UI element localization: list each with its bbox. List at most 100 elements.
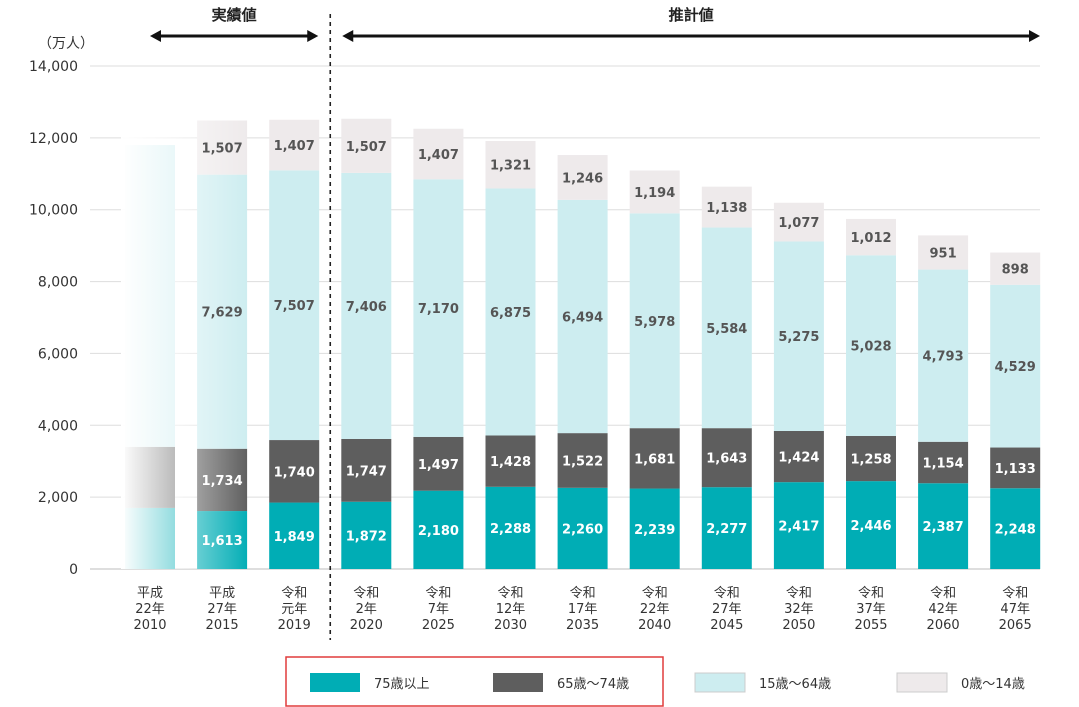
- legend-swatch: [896, 672, 948, 693]
- data-label: 1,407: [418, 148, 459, 163]
- x-tick-label: 令和: [353, 586, 379, 601]
- data-label: 1,077: [778, 216, 819, 231]
- x-tick-label: 2年: [356, 602, 377, 617]
- bar-segment: [629, 488, 680, 569]
- y-tick-label: 2,000: [38, 490, 78, 506]
- data-label: 951: [930, 246, 957, 261]
- fade-overlay: [121, 100, 250, 569]
- data-label: 7,507: [274, 299, 315, 314]
- data-label: 7,406: [346, 300, 387, 315]
- x-tick-label: 7年: [428, 602, 449, 617]
- x-tick-label: 令和: [570, 586, 596, 601]
- bar-segment: [918, 441, 969, 484]
- x-tick-label: 2030: [494, 618, 527, 633]
- bar-segment: [557, 199, 608, 434]
- x-tick-label: 2010: [133, 618, 166, 633]
- data-label: 2,277: [706, 522, 747, 537]
- data-label: 1,507: [202, 142, 243, 157]
- bar-segment: [629, 213, 680, 429]
- x-tick-label: 元年: [281, 602, 307, 617]
- data-label: 7,170: [418, 302, 459, 317]
- bar-segment: [413, 436, 464, 491]
- y-tick-label: 10,000: [29, 203, 78, 219]
- bar-segment: [701, 227, 752, 429]
- bar-segment: [341, 501, 392, 569]
- bar-segment: [557, 155, 608, 200]
- x-tick-label: 2025: [422, 618, 455, 633]
- x-tick-label: 17年: [568, 602, 598, 617]
- bar-segment: [629, 170, 680, 214]
- bar-segment: [990, 284, 1041, 448]
- bar-segment: [413, 490, 464, 569]
- bar-segment: [846, 218, 896, 256]
- y-tick-label: 14,000: [29, 59, 78, 75]
- bar-segment: [341, 438, 392, 502]
- x-tick-label: 2060: [927, 618, 960, 633]
- data-label: 2,180: [418, 524, 459, 539]
- x-tick-label: 2040: [638, 618, 671, 633]
- x-tick-label: 12年: [496, 602, 526, 617]
- data-label: 1,740: [274, 465, 315, 480]
- x-tick-label: 42年: [928, 602, 958, 617]
- x-tick-label: 令和: [714, 586, 740, 601]
- bar-segment: [773, 430, 824, 483]
- bar-segment: [485, 141, 536, 189]
- x-tick-label: 平成: [137, 586, 163, 601]
- data-label: 1,734: [202, 474, 243, 489]
- x-tick-label: 令和: [858, 586, 884, 601]
- bar-segment: [701, 428, 752, 488]
- data-label: 2,248: [995, 523, 1036, 538]
- data-label: 1,321: [490, 159, 531, 174]
- bar-segment: [629, 428, 680, 489]
- bar-segment: [846, 255, 896, 436]
- data-label: 1,194: [634, 186, 675, 201]
- data-label: 1,681: [634, 452, 675, 467]
- period-brackets: 実績値 推計値: [150, 6, 1040, 42]
- x-tick-label: 令和: [497, 586, 523, 601]
- y-tick-label: 12,000: [29, 131, 78, 147]
- data-label: 1,849: [274, 530, 315, 545]
- bar-segment: [485, 486, 536, 569]
- data-label: 1,747: [346, 464, 387, 479]
- bar-segment: [773, 482, 824, 569]
- data-label: 4,793: [923, 350, 964, 365]
- x-tick-label: 32年: [784, 602, 814, 617]
- x-tick-label: 令和: [930, 586, 956, 601]
- legend-swatch: [310, 673, 360, 692]
- bar-segment: [485, 435, 536, 487]
- x-tick-label: 令和: [1002, 586, 1028, 601]
- data-label: 5,584: [706, 322, 747, 337]
- bar-segment: [413, 128, 464, 180]
- bar-segment: [846, 481, 896, 569]
- x-tick-label: 27年: [712, 602, 742, 617]
- legend-frame: [285, 656, 664, 707]
- bar-segment: [557, 433, 608, 488]
- data-label: 898: [1002, 263, 1029, 278]
- legend: 75歳以上 65歳～74歳 15歳～64歳 0歳～14歳: [285, 656, 1025, 707]
- legend-label: 0歳～14歳: [961, 677, 1025, 692]
- x-tick-label: 2035: [566, 618, 599, 633]
- x-tick-label: 37年: [856, 602, 886, 617]
- data-label: 1,507: [346, 140, 387, 155]
- value-labels: 1,613 1,734 7,629 1,507 1,849 1,740 7,507 1,407…: [202, 139, 1036, 549]
- x-tick-label: 平成: [209, 586, 235, 601]
- y-tick-label: 0: [69, 562, 78, 578]
- data-label: 1,258: [850, 453, 891, 468]
- legend-label: 65歳～74歳: [557, 677, 629, 692]
- x-tick-label: 令和: [425, 586, 451, 601]
- x-tick-label: 2050: [782, 618, 815, 633]
- data-label: 1,012: [850, 231, 891, 246]
- data-label: 2,260: [562, 522, 603, 537]
- bar-segment: [269, 502, 320, 569]
- data-label: 2,446: [850, 519, 891, 534]
- bar-segment: [990, 447, 1041, 489]
- legend-swatch: [694, 672, 746, 693]
- data-label: 1,872: [346, 529, 387, 544]
- axes: （万人） 0 2,000 4,000 6,000 8,000 10,000 12,000 14…: [29, 36, 1032, 633]
- data-label: 2,288: [490, 522, 531, 537]
- bar-segment: [557, 487, 608, 569]
- x-tick-label: 27年: [207, 602, 237, 617]
- x-tick-label: 2065: [999, 618, 1032, 633]
- y-tick-label: 6,000: [38, 346, 78, 362]
